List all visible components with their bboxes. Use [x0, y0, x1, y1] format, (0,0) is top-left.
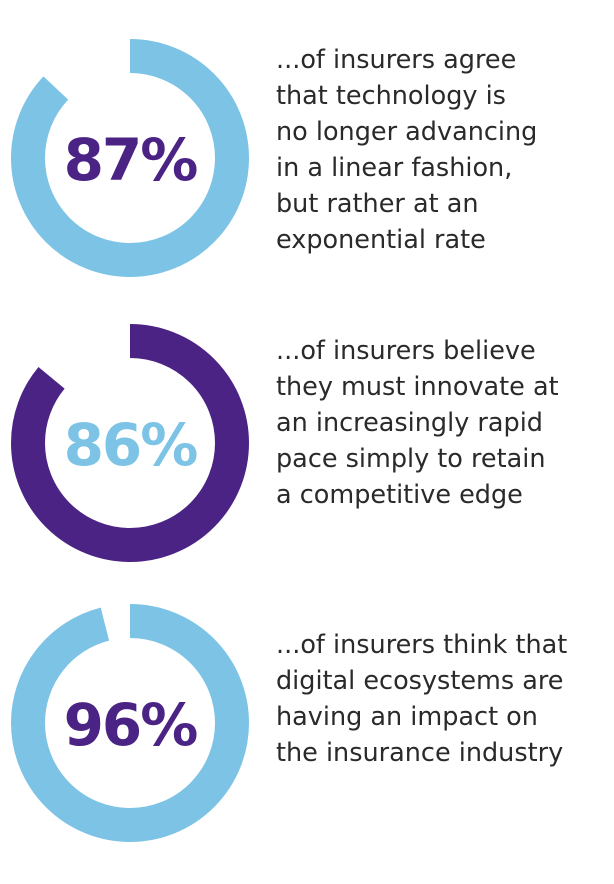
description-line: ...of insurers think that [276, 630, 568, 660]
description-line: no longer advancing [276, 117, 538, 147]
description-line: ...of insurers agree [276, 45, 517, 75]
percent-label: 87% [64, 126, 198, 194]
stat-block: 96% ...of insurers think that digital eco… [0, 593, 614, 853]
description-line: ...of insurers believe [276, 336, 536, 366]
description-line: having an impact on [276, 702, 538, 732]
stat-description: ...of insurers think that digital ecosyst… [276, 627, 606, 771]
description-line: but rather at an [276, 189, 479, 219]
donut-arc [11, 604, 249, 842]
description-line: a competitive edge [276, 480, 523, 510]
donut-chart: 86% [11, 324, 249, 562]
donut-chart: 96% [11, 604, 249, 842]
description-line: exponential rate [276, 225, 486, 255]
description-line: digital ecosystems are [276, 666, 564, 696]
description-line: in a linear fashion, [276, 153, 513, 183]
donut-arc [11, 324, 249, 562]
donut-arc [11, 39, 249, 277]
description-line: that technology is [276, 81, 506, 111]
stat-block: 87% ...of insurers agree that technology … [0, 28, 614, 288]
percent-label: 96% [64, 691, 198, 759]
stat-description: ...of insurers agree that technology is no… [276, 42, 606, 258]
description-line: pace simply to retain [276, 444, 546, 474]
stat-block: 86% ...of insurers believe they must inno… [0, 313, 614, 573]
description-line: the insurance industry [276, 738, 564, 768]
donut-chart: 87% [11, 39, 249, 277]
description-line: an increasingly rapid [276, 408, 543, 438]
stat-description: ...of insurers believe they must innovate… [276, 333, 606, 513]
percent-label: 86% [64, 411, 198, 479]
description-line: they must innovate at [276, 372, 559, 402]
